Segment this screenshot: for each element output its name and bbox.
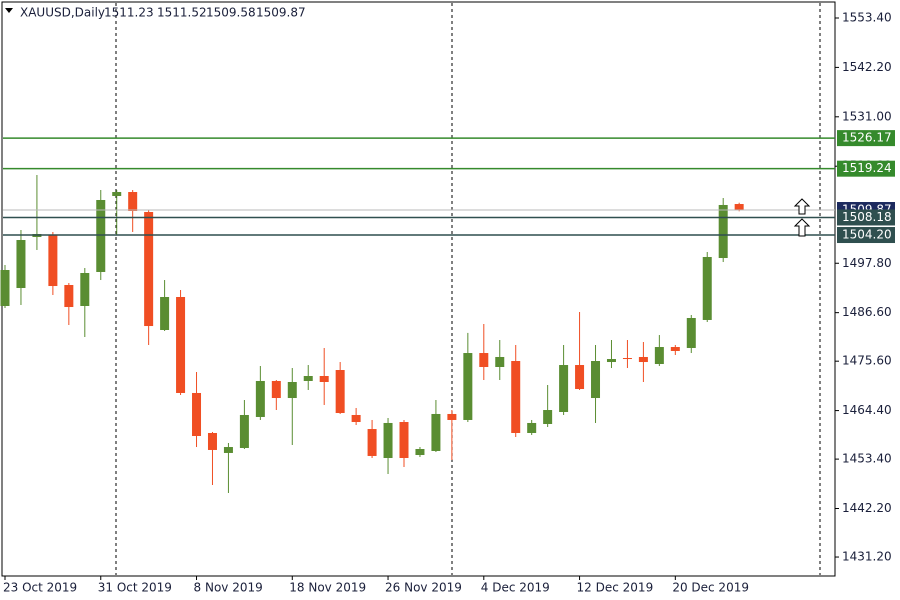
x-tick-label: 31 Oct 2019 — [98, 581, 172, 595]
candle-body — [48, 234, 58, 287]
candle-body — [543, 410, 553, 424]
y-tick-label: 1442.20 — [842, 501, 892, 515]
candle-body — [575, 365, 585, 390]
y-tick-label: 1453.40 — [842, 452, 892, 466]
plot-frame — [1, 1, 836, 577]
level-label: 1508.18 — [842, 210, 892, 224]
y-tick-label: 1553.40 — [842, 10, 892, 24]
candle-body — [319, 376, 329, 383]
candle-body — [638, 356, 648, 363]
candle-body — [495, 356, 505, 368]
ohlc-high: 1511.52 — [157, 6, 207, 20]
candle-body — [144, 211, 154, 327]
level-box — [837, 160, 895, 177]
candle-body — [447, 413, 457, 420]
candle-body — [654, 347, 664, 365]
level-box — [837, 209, 895, 226]
candle-body — [463, 353, 473, 420]
level-box — [837, 130, 895, 147]
x-tick-label: 4 Dec 2019 — [481, 581, 550, 595]
candle-body — [559, 365, 569, 412]
candle-body — [64, 285, 74, 308]
candle-body — [239, 414, 249, 448]
candle-body — [207, 432, 217, 450]
candle-body — [367, 429, 377, 456]
candle-body — [0, 270, 10, 306]
candle-body — [383, 422, 393, 459]
candle-body — [160, 296, 170, 330]
candle-body — [622, 358, 632, 360]
y-tick-label: 1531.00 — [842, 109, 892, 123]
candle-body — [399, 422, 409, 459]
candle-body — [734, 204, 744, 211]
candle-body — [303, 376, 313, 381]
y-tick-label: 1475.60 — [842, 354, 892, 368]
x-tick-label: 12 Dec 2019 — [577, 581, 654, 595]
candle-body — [351, 414, 361, 423]
arrow-icon — [793, 198, 811, 215]
level-label: 1526.17 — [842, 131, 892, 145]
chart-layer: 1553.401542.201531.001519.801497.801486.… — [0, 10, 895, 595]
x-tick-label: 20 Dec 2019 — [672, 581, 749, 595]
candle-body — [287, 382, 297, 399]
ohlc-open: 1511.23 — [104, 6, 154, 20]
x-tick-label: 23 Oct 2019 — [3, 581, 77, 595]
candle-body — [431, 413, 441, 451]
x-tick-label: 26 Nov 2019 — [385, 581, 462, 595]
candle-body — [415, 449, 425, 456]
candle-body — [511, 361, 521, 433]
chart-title: XAUUSD,Daily — [20, 6, 105, 20]
candle-body — [335, 370, 345, 414]
candle-body — [271, 380, 281, 399]
level-label: 1504.20 — [842, 228, 892, 242]
ohlc-close: 1509.87 — [256, 6, 306, 20]
y-tick-label: 1431.20 — [842, 550, 892, 564]
y-tick-label: 1497.80 — [842, 256, 892, 270]
candle-body — [112, 192, 122, 196]
candle-body — [192, 392, 202, 436]
level-label: 1519.24 — [842, 161, 892, 175]
arrow-icon — [793, 218, 811, 237]
candle-body — [176, 296, 186, 393]
candle-body — [479, 353, 489, 368]
candle-body — [670, 347, 680, 351]
ohlc-low: 1509.58 — [206, 6, 256, 20]
candle-body — [686, 317, 696, 348]
y-tick-label: 1486.60 — [842, 305, 892, 319]
candle-body — [80, 273, 90, 306]
candle-body — [96, 199, 106, 272]
candle-body — [718, 204, 728, 259]
y-tick-label: 1464.40 — [842, 403, 892, 417]
candle-body — [527, 422, 537, 433]
level-box — [837, 227, 895, 244]
candle-body — [223, 447, 233, 453]
x-tick-label: 18 Nov 2019 — [289, 581, 366, 595]
candle-body — [591, 361, 601, 399]
candle-body — [606, 359, 616, 363]
candle-body — [128, 192, 138, 211]
candle-body — [702, 256, 712, 320]
candle-body — [16, 240, 26, 288]
x-tick-label: 8 Nov 2019 — [194, 581, 263, 595]
y-tick-label: 1542.20 — [842, 60, 892, 74]
candle-body — [255, 380, 265, 417]
menu-triangle — [5, 8, 13, 13]
